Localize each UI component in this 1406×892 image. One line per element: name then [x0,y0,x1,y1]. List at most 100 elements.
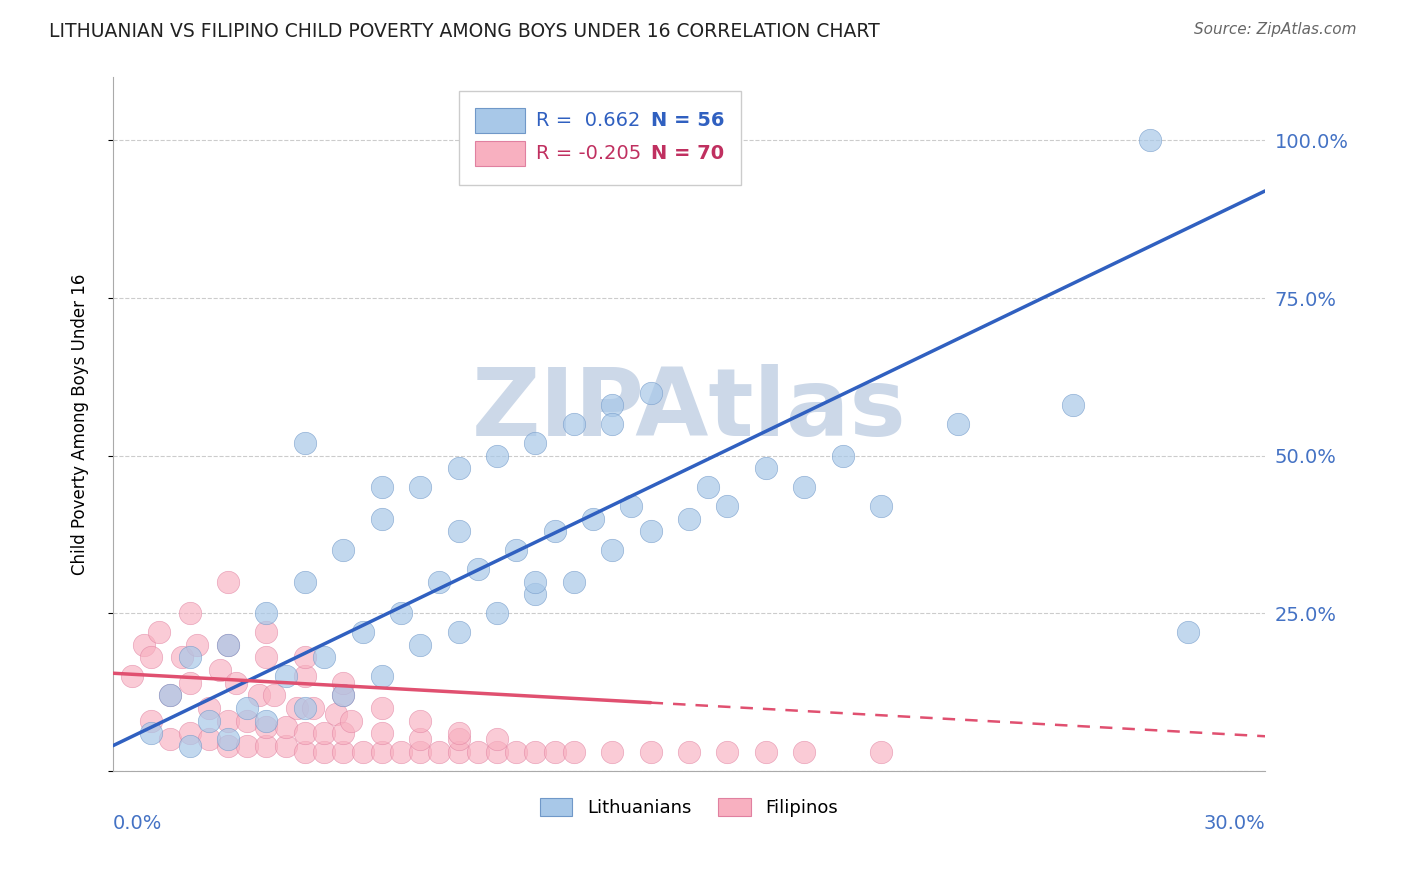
FancyBboxPatch shape [475,108,526,133]
Point [427,574,450,589]
Point [755,745,778,759]
Point [409,714,432,728]
Point [389,745,412,759]
Point [716,745,738,759]
FancyBboxPatch shape [458,91,741,185]
Point [600,543,623,558]
Point [332,726,354,740]
Point [274,669,297,683]
Point [225,675,247,690]
Point [409,732,432,747]
FancyBboxPatch shape [475,141,526,166]
Point [256,739,278,753]
Point [217,739,239,753]
Point [256,625,278,640]
Point [121,669,143,683]
Point [620,499,643,513]
Point [755,461,778,475]
Point [582,512,605,526]
Point [159,732,181,747]
Point [256,650,278,665]
Point [314,726,336,740]
Point [409,638,432,652]
Point [236,739,259,753]
Point [186,638,208,652]
Point [447,726,470,740]
Point [447,732,470,747]
Point [467,562,489,576]
Text: N = 56: N = 56 [651,111,724,130]
Point [332,675,354,690]
Point [332,745,354,759]
Point [217,714,239,728]
Text: N = 70: N = 70 [651,145,724,163]
Point [1139,133,1161,147]
Point [370,512,392,526]
Point [793,480,815,494]
Point [447,625,470,640]
Point [716,499,738,513]
Point [870,499,893,513]
Point [678,745,700,759]
Point [505,543,527,558]
Point [256,714,278,728]
Point [485,449,508,463]
Text: ZIPAtlas: ZIPAtlas [471,364,907,457]
Legend: Lithuanians, Filipinos: Lithuanians, Filipinos [533,790,845,824]
Point [678,512,700,526]
Point [543,524,565,539]
Point [294,701,316,715]
Text: R = -0.205: R = -0.205 [536,145,641,163]
Point [141,714,163,728]
Point [640,524,662,539]
Point [217,574,239,589]
Point [148,625,170,640]
Point [263,688,285,702]
Point [198,732,221,747]
Point [256,720,278,734]
Point [274,720,297,734]
Point [314,650,336,665]
Point [600,745,623,759]
Point [217,732,239,747]
Point [198,701,221,715]
Point [505,745,527,759]
Point [467,745,489,759]
Point [352,625,374,640]
Point [217,638,239,652]
Point [370,701,392,715]
Point [274,739,297,753]
Point [247,688,270,702]
Point [562,745,585,759]
Point [332,543,354,558]
Point [285,701,308,715]
Point [370,726,392,740]
Point [485,607,508,621]
Point [524,574,547,589]
Point [332,688,354,702]
Point [256,607,278,621]
Point [332,688,354,702]
Text: 30.0%: 30.0% [1204,814,1265,833]
Point [294,574,316,589]
Point [236,701,259,715]
Point [198,714,221,728]
Point [409,745,432,759]
Point [352,745,374,759]
Point [640,385,662,400]
Point [159,688,181,702]
Point [389,607,412,621]
Point [831,449,853,463]
Point [697,480,720,494]
Text: Source: ZipAtlas.com: Source: ZipAtlas.com [1194,22,1357,37]
Point [294,650,316,665]
Point [294,726,316,740]
Text: LITHUANIAN VS FILIPINO CHILD POVERTY AMONG BOYS UNDER 16 CORRELATION CHART: LITHUANIAN VS FILIPINO CHILD POVERTY AMO… [49,22,880,41]
Point [543,745,565,759]
Point [132,638,155,652]
Point [301,701,323,715]
Point [370,669,392,683]
Point [562,417,585,432]
Y-axis label: Child Poverty Among Boys Under 16: Child Poverty Among Boys Under 16 [72,274,89,574]
Text: R =  0.662: R = 0.662 [536,111,640,130]
